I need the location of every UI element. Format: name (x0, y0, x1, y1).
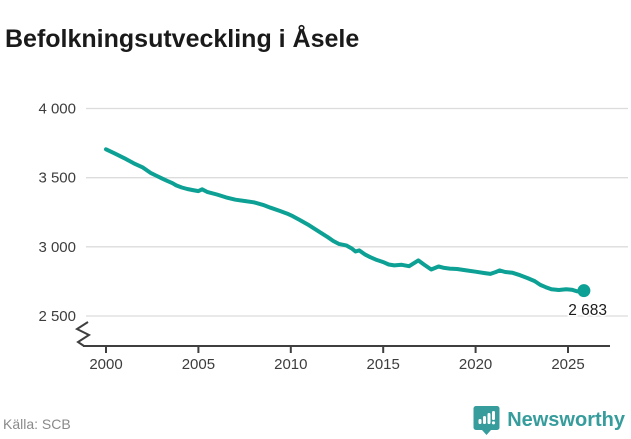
population-line-chart: 4 000 3 500 3 000 2 500 2000 2005 2010 2015 2020… (38, 101, 628, 373)
end-value-label: 2 683 (568, 302, 607, 319)
y-tick-label: 3 500 (38, 170, 76, 187)
y-tick-label: 3 000 (38, 239, 76, 256)
newsworthy-logo: Newsworthy (473, 403, 625, 437)
x-tick-label: 2010 (274, 356, 307, 373)
series-end-dot (577, 284, 591, 298)
y-tick-label: 2 500 (38, 308, 76, 325)
y-tick-label: 4 000 (38, 101, 76, 118)
x-tick-label: 2025 (551, 356, 584, 373)
x-tick-label: 2020 (459, 356, 492, 373)
newsworthy-logo-text: Newsworthy (507, 408, 625, 431)
page-title: Befolkningsutveckling i Åsele (5, 24, 360, 53)
source-label: Källa: SCB (3, 416, 71, 432)
x-tick-label: 2000 (89, 356, 122, 373)
x-tick-label: 2015 (367, 356, 400, 373)
axis-break-icon (74, 321, 92, 347)
newsworthy-bubble-icon (473, 405, 500, 435)
population-series-line (104, 147, 586, 294)
chart-canvas: 4 000 3 500 3 000 2 500 2000 2005 2010 2015 2020… (38, 101, 628, 373)
x-tick-label: 2005 (182, 356, 215, 373)
